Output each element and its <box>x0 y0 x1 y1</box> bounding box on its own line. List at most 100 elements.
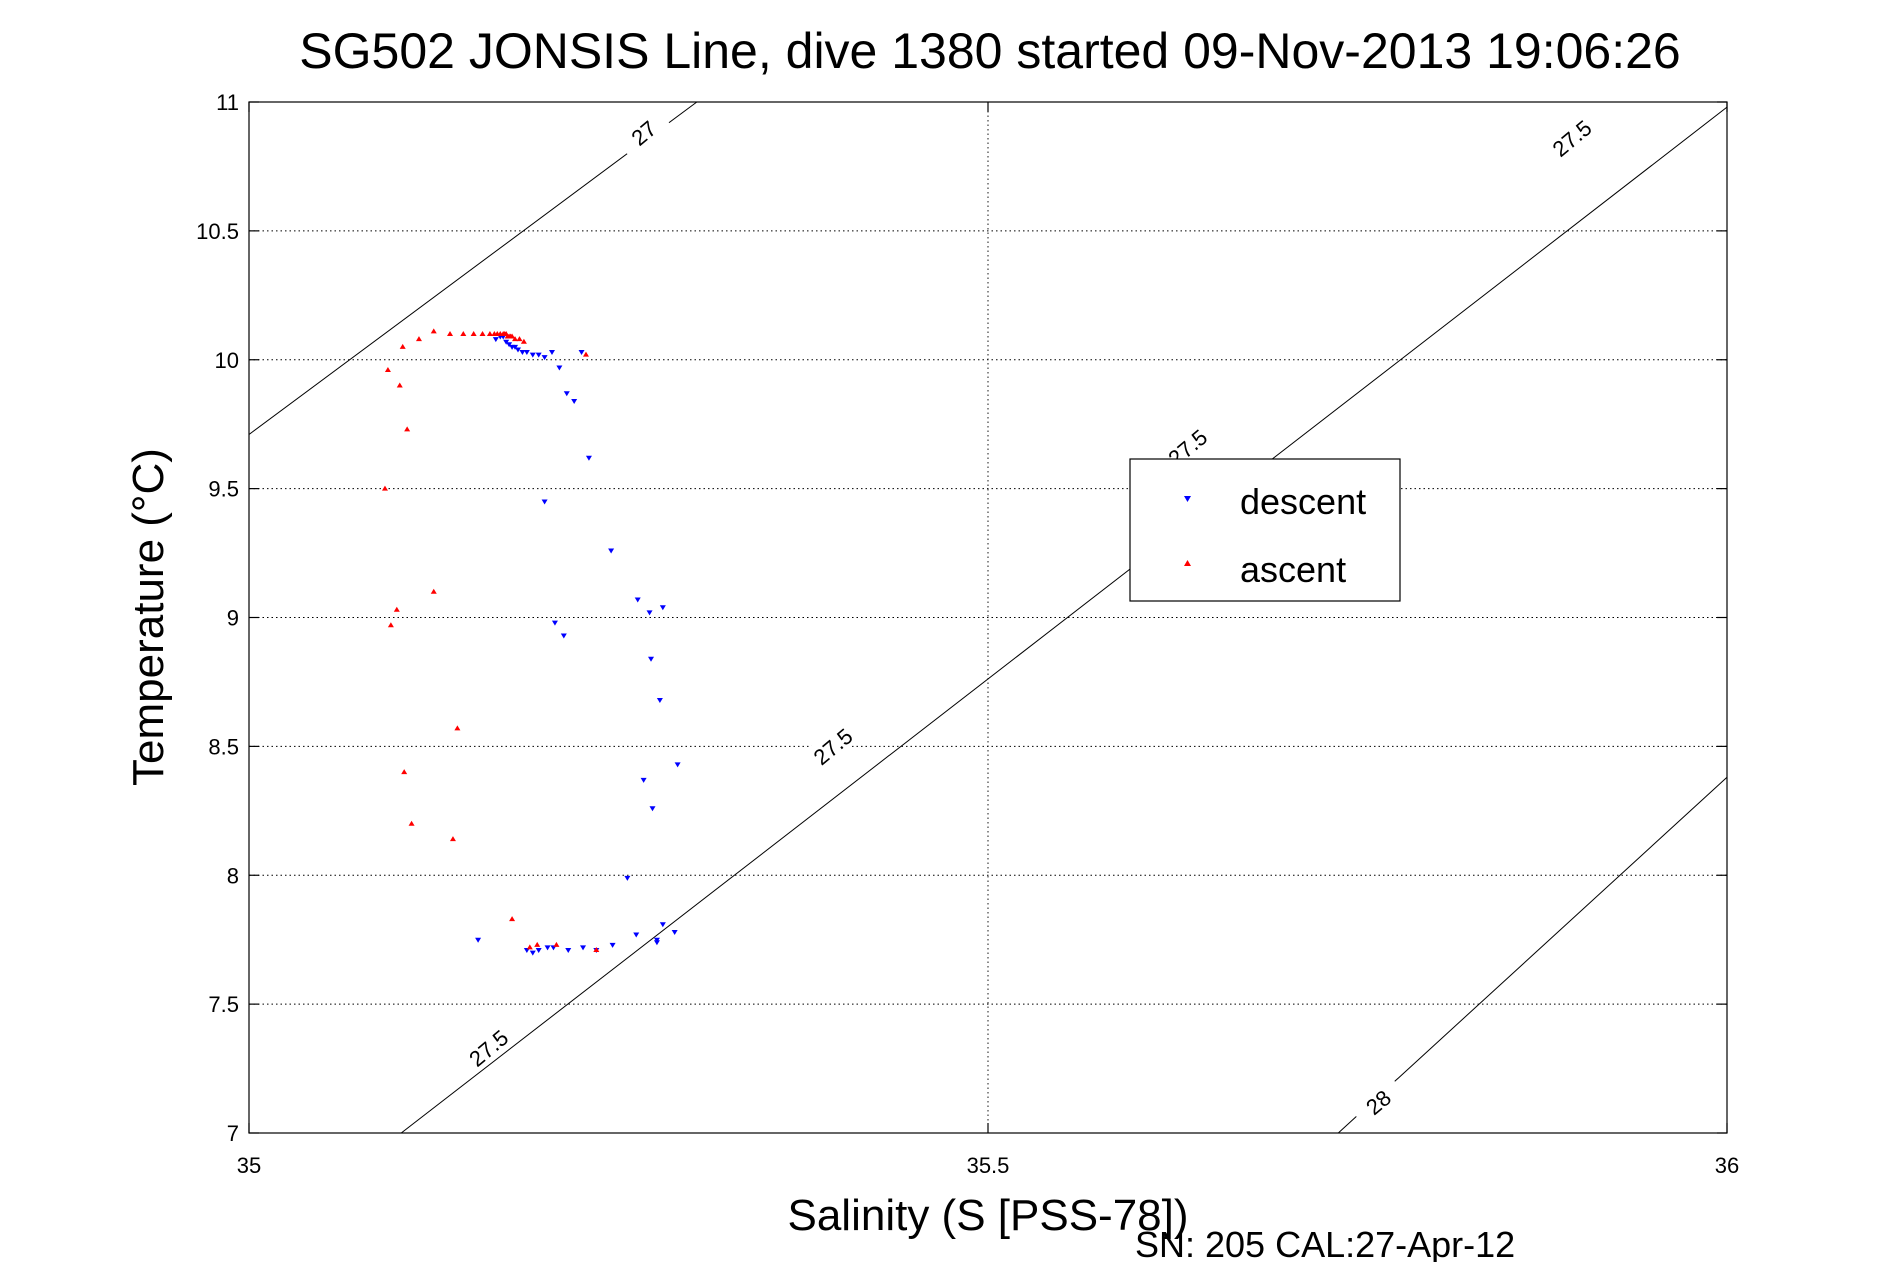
x-axis-label: Salinity (S [PSS-78]) <box>787 1191 1188 1240</box>
descent-point <box>503 339 510 345</box>
ascent-point <box>512 336 519 342</box>
descent-point <box>624 875 631 881</box>
descent-point <box>541 499 548 505</box>
y-tick-label: 7.5 <box>208 992 239 1017</box>
y-tick-label: 11 <box>216 90 239 115</box>
ascent-point <box>387 622 394 628</box>
legend-descent-label: descent <box>1240 481 1366 522</box>
y-tick-label: 7 <box>227 1121 239 1146</box>
ascent-point <box>415 336 422 342</box>
descent-point <box>571 398 578 404</box>
descent-point <box>523 350 530 356</box>
x-tick-label: 35.5 <box>967 1153 1010 1178</box>
contour-label-background <box>1542 110 1600 164</box>
descent-point <box>640 777 647 783</box>
ascent-point <box>399 343 406 349</box>
descent-point <box>565 947 572 953</box>
ascent-point <box>470 330 477 336</box>
descent-point <box>475 937 482 943</box>
y-tick-label: 8 <box>227 863 239 888</box>
legend: descent ascent <box>1129 458 1401 602</box>
descent-point <box>514 347 521 353</box>
descent-point <box>659 922 666 928</box>
contour-label-background <box>459 1020 517 1074</box>
descent-point <box>529 352 536 358</box>
ascent-point <box>381 485 388 491</box>
chart-title: SG502 JONSIS Line, dive 1380 started 09-… <box>299 23 1680 79</box>
descent-point <box>653 940 660 946</box>
descent-point <box>585 455 592 461</box>
descent-point <box>529 950 536 956</box>
descent-point <box>506 342 513 348</box>
contour-label-background <box>614 105 672 159</box>
descent-point <box>535 352 542 358</box>
descent-point <box>512 344 519 350</box>
descent-point <box>609 942 616 948</box>
descent-point <box>648 656 655 662</box>
descent-point <box>560 633 567 639</box>
ascent-point <box>516 336 523 342</box>
descent-point <box>633 932 640 938</box>
descent-point <box>653 937 660 943</box>
ascent-point <box>526 944 533 950</box>
x-tick-label: 35 <box>237 1153 261 1178</box>
descent-point <box>646 610 653 616</box>
ascent-point <box>509 333 516 339</box>
ascent-point <box>430 328 437 334</box>
ascent-point <box>447 330 454 336</box>
ascent-point <box>404 426 411 432</box>
descent-point <box>544 945 551 951</box>
ascent-point <box>430 588 437 594</box>
y-tick-label: 8.5 <box>208 734 239 759</box>
descent-point <box>548 350 555 356</box>
ascent-point <box>520 338 527 344</box>
descent-point <box>674 762 681 768</box>
legend-ascent-label: ascent <box>1240 549 1346 590</box>
ascent-point <box>509 916 516 922</box>
ascent-point <box>393 606 400 612</box>
descent-point <box>656 697 663 703</box>
descent-point <box>659 605 666 611</box>
descent-point <box>671 929 678 935</box>
ascent-point <box>449 836 456 842</box>
ascent-point <box>582 351 589 357</box>
ascent-point <box>454 725 461 731</box>
descent-point <box>551 620 558 626</box>
descent-point <box>580 945 587 951</box>
ascent-point <box>401 769 408 775</box>
x-axis-ticks: 35 35.5 36 <box>237 102 1739 1178</box>
descent-point <box>649 806 656 812</box>
descent-point <box>519 350 526 356</box>
legend-descent-marker <box>1184 496 1191 502</box>
y-axis-ticks: 7 7.5 8 8.5 9 9.5 10 10.5 11 <box>196 90 1727 1146</box>
y-tick-label: 10.5 <box>196 219 239 244</box>
legend-box <box>1129 458 1401 602</box>
descent-point <box>541 355 548 361</box>
descent-point <box>492 337 499 343</box>
descent-point <box>634 597 641 603</box>
legend-ascent-marker <box>1184 560 1191 566</box>
density-contour-28 <box>1337 776 1728 1134</box>
descent-point <box>578 350 585 356</box>
descent-point <box>556 365 563 371</box>
y-tick-label: 9.5 <box>208 477 239 502</box>
x-tick-label: 36 <box>1715 1153 1739 1178</box>
y-axis-label: Temperature (°C) <box>124 448 173 786</box>
y-tick-label: 10 <box>215 348 239 373</box>
ascent-point <box>593 946 600 952</box>
descent-point <box>608 548 615 554</box>
density-contours <box>248 101 1728 1134</box>
ascent-point <box>408 820 415 826</box>
ascent-point <box>486 330 493 336</box>
density-contour-27.5 <box>400 106 1728 1134</box>
contour-label-background <box>803 718 861 773</box>
ascent-point <box>460 330 467 336</box>
density-contour-27 <box>248 101 698 435</box>
descent-point <box>563 391 570 397</box>
ascent-point <box>396 382 403 388</box>
contour-label-background <box>1349 1074 1406 1128</box>
data-points <box>381 328 681 956</box>
grid-lines <box>249 102 1727 1133</box>
serial-calibration-note: SN: 205 CAL:27-Apr-12 <box>1135 1224 1515 1262</box>
